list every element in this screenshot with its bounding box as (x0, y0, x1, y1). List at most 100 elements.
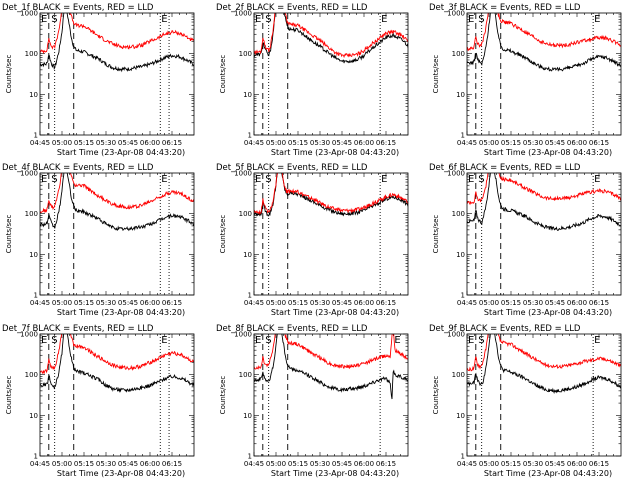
interval-marker-label: E (594, 14, 600, 25)
y-tick-label: 1 (461, 453, 465, 461)
interval-marker-label: E (468, 335, 474, 346)
x-axis-label: Start Time (23-Apr-08 04:43:20) (484, 148, 612, 157)
x-tick-label: 05:00 (52, 299, 72, 307)
x-tick-label: 05:45 (118, 460, 138, 468)
panel-det-7f: Det_7f BLACK = Events, RED = LLD Counts/s… (2, 324, 195, 478)
x-tick-label: 06:00 (140, 460, 160, 468)
x-tick-label: 06:15 (162, 299, 182, 307)
panel-title: Det_8f BLACK = Events, RED = LLD (216, 324, 368, 334)
y-tick-label: 1 (248, 132, 252, 140)
panel-det-1f: Det_1f BLACK = Events, RED = LLD Counts/s… (2, 3, 195, 157)
series-group (467, 13, 621, 72)
y-tick-label: 1000 (234, 170, 252, 178)
x-tick-label: 05:15 (501, 299, 521, 307)
x-tick-label: 05:45 (118, 299, 138, 307)
x-tick-label: 05:00 (479, 460, 499, 468)
interval-marker-label: S (478, 14, 484, 25)
x-tick-label: 05:00 (479, 139, 499, 147)
panel-det-4f: Det_4f BLACK = Events, RED = LLD Counts/s… (2, 163, 195, 317)
x-tick-label: 05:45 (332, 460, 352, 468)
plot-frame (466, 333, 622, 457)
y-axis-label: Counts/sec (432, 376, 440, 415)
y-tick-label: 100 (239, 210, 252, 218)
x-axis-label: Start Time (23-Apr-08 04:43:20) (484, 469, 612, 478)
x-tick-label: 05:15 (501, 460, 521, 468)
x-tick-label: 06:15 (376, 299, 396, 307)
x-tick-label: 05:30 (523, 139, 543, 147)
x-tick-label: 06:15 (589, 460, 609, 468)
x-tick-label: 04:45 (30, 139, 50, 147)
interval-marker-label: E (468, 14, 474, 25)
x-tick-label: 05:45 (332, 299, 352, 307)
y-tick-label: 10 (29, 251, 38, 259)
x-tick-label: 06:00 (354, 460, 374, 468)
events-series-line (467, 13, 621, 72)
interval-marker-label: E (468, 174, 474, 185)
y-axis-label: Counts/sec (5, 55, 13, 94)
y-axis-label: Counts/sec (432, 55, 440, 94)
x-tick-label: 04:45 (30, 299, 50, 307)
y-tick-label: 100 (25, 371, 38, 379)
interval-marker-label: E (255, 174, 261, 185)
interval-marker-label: E (594, 335, 600, 346)
panel-det-9f: Det_9f BLACK = Events, RED = LLD Counts/s… (429, 324, 622, 478)
y-axis-label: Counts/sec (219, 215, 227, 254)
x-axis-label: Start Time (23-Apr-08 04:43:20) (271, 308, 399, 317)
x-axis-label: Start Time (23-Apr-08 04:43:20) (484, 308, 612, 317)
y-tick-label: 1000 (447, 331, 465, 339)
interval-marker-label: S (265, 174, 271, 185)
events-series-line (254, 13, 408, 64)
x-tick-label: 05:45 (545, 139, 565, 147)
panel-det-5f: Det_5f BLACK = Events, RED = LLD Counts/s… (216, 163, 409, 317)
panel-det-2f: Det_2f BLACK = Events, RED = LLD Counts/s… (216, 3, 409, 157)
lld-series-line (467, 173, 621, 206)
y-tick-label: 10 (456, 412, 465, 420)
y-tick-label: 100 (239, 50, 252, 58)
events-series-line (254, 173, 408, 217)
x-tick-label: 05:00 (266, 460, 286, 468)
y-tick-label: 10 (29, 412, 38, 420)
x-tick-label: 06:00 (567, 460, 587, 468)
x-tick-label: 05:30 (310, 139, 330, 147)
y-tick-label: 1 (461, 132, 465, 140)
events-series-line (254, 334, 408, 400)
interval-marker-label: E (161, 174, 167, 185)
interval-marker-label: E (161, 335, 167, 346)
x-axis-label: Start Time (23-Apr-08 04:43:20) (57, 469, 185, 478)
x-tick-label: 05:30 (523, 299, 543, 307)
interval-marker-label: E (41, 174, 47, 185)
x-tick-label: 04:45 (457, 139, 477, 147)
y-tick-label: 1 (248, 453, 252, 461)
y-tick-label: 1 (34, 453, 38, 461)
x-tick-label: 05:30 (310, 299, 330, 307)
panel-det-8f: Det_8f BLACK = Events, RED = LLD Counts/s… (216, 324, 409, 478)
lld-series-line (467, 334, 621, 372)
x-tick-label: 05:45 (332, 139, 352, 147)
interval-marker-label: E (381, 14, 387, 25)
x-tick-label: 05:15 (501, 139, 521, 147)
panel-title: Det_3f BLACK = Events, RED = LLD (429, 3, 581, 13)
interval-marker-label: S (478, 174, 484, 185)
x-tick-label: 04:45 (244, 299, 264, 307)
interval-marker-label: S (51, 335, 57, 346)
y-tick-label: 1 (248, 292, 252, 300)
interval-marker-label: E (255, 14, 261, 25)
y-tick-label: 10 (456, 91, 465, 99)
lld-series-line (40, 334, 194, 375)
panel-title: Det_2f BLACK = Events, RED = LLD (216, 3, 368, 13)
events-series-line (40, 334, 194, 393)
series-group (40, 334, 194, 393)
y-tick-label: 1000 (447, 170, 465, 178)
panel-det-6f: Det_6f BLACK = Events, RED = LLD Counts/s… (429, 163, 622, 317)
x-tick-label: 04:45 (457, 460, 477, 468)
x-tick-label: 05:45 (545, 460, 565, 468)
x-tick-label: 05:45 (545, 299, 565, 307)
y-tick-label: 100 (25, 210, 38, 218)
interval-marker-label: E (394, 335, 400, 346)
lld-series-line (40, 173, 194, 214)
plot-frame (253, 12, 409, 136)
y-tick-label: 1000 (20, 331, 38, 339)
x-axis-label: Start Time (23-Apr-08 04:43:20) (57, 148, 185, 157)
x-tick-label: 06:15 (162, 139, 182, 147)
x-tick-label: 06:00 (140, 139, 160, 147)
